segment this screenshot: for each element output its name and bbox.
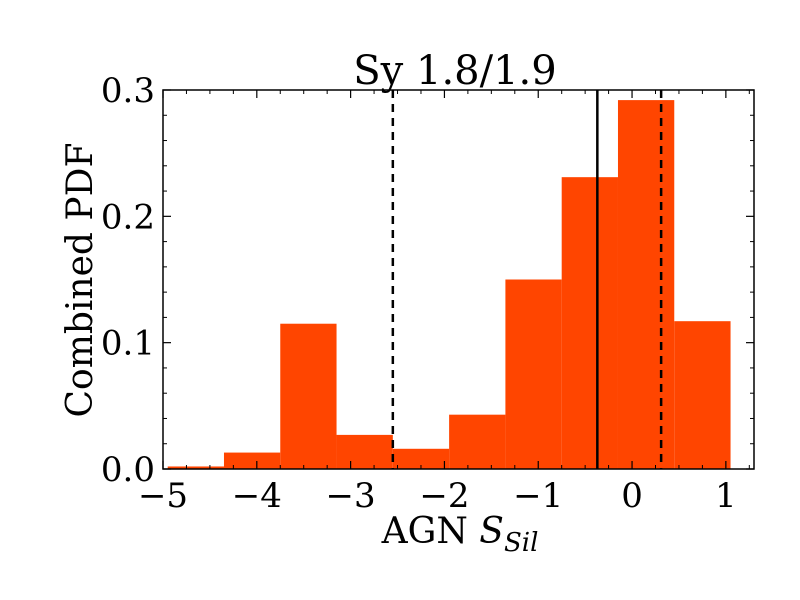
x-tick-labels: −5 −4 −3 −2 −1 0 1 bbox=[138, 476, 737, 516]
axis-ticks bbox=[162, 89, 754, 470]
histogram-bar-2 bbox=[223, 452, 281, 469]
reference-lines bbox=[391, 90, 663, 469]
histogram-bar-1 bbox=[167, 466, 224, 469]
chart-title: Sy 1.8/1.9 bbox=[353, 48, 556, 94]
x-tick-label-7: 1 bbox=[715, 476, 737, 516]
x-tick-label-2: −4 bbox=[232, 476, 282, 516]
histogram-bar-6 bbox=[449, 414, 506, 469]
y-tick-label-4: 0.3 bbox=[101, 71, 155, 111]
x-axis-label-subscript: Sil bbox=[504, 528, 538, 558]
histogram-bar-4 bbox=[336, 434, 393, 469]
x-axis-label-prefix: AGN bbox=[381, 511, 480, 552]
x-axis-label-symbol: S bbox=[479, 511, 504, 552]
y-tick-label-1: 0.0 bbox=[101, 450, 155, 490]
histogram-bar-3 bbox=[280, 323, 337, 469]
y-tick-label-3: 0.2 bbox=[101, 197, 155, 237]
x-tick-label-4: −2 bbox=[419, 476, 469, 516]
histogram-bar-10 bbox=[674, 321, 731, 469]
histogram-bar-9 bbox=[617, 100, 675, 470]
x-tick-label-6: 0 bbox=[621, 476, 643, 516]
x-tick-label-3: −3 bbox=[326, 476, 376, 516]
histogram-bar-7 bbox=[505, 279, 562, 469]
x-axis-label: AGN SSil bbox=[381, 511, 539, 558]
y-axis-label: Combined PDF bbox=[60, 143, 101, 418]
plot-frame bbox=[162, 89, 755, 470]
y-tick-label-2: 0.1 bbox=[101, 324, 155, 364]
histogram-bars bbox=[167, 100, 731, 470]
x-tick-label-1: −5 bbox=[138, 476, 188, 516]
y-tick-labels: 0.0 0.1 0.2 0.3 bbox=[101, 71, 155, 490]
x-tick-label-5: −1 bbox=[513, 476, 563, 516]
histogram-bar-5 bbox=[392, 448, 450, 469]
histogram-bar-8 bbox=[561, 177, 618, 470]
